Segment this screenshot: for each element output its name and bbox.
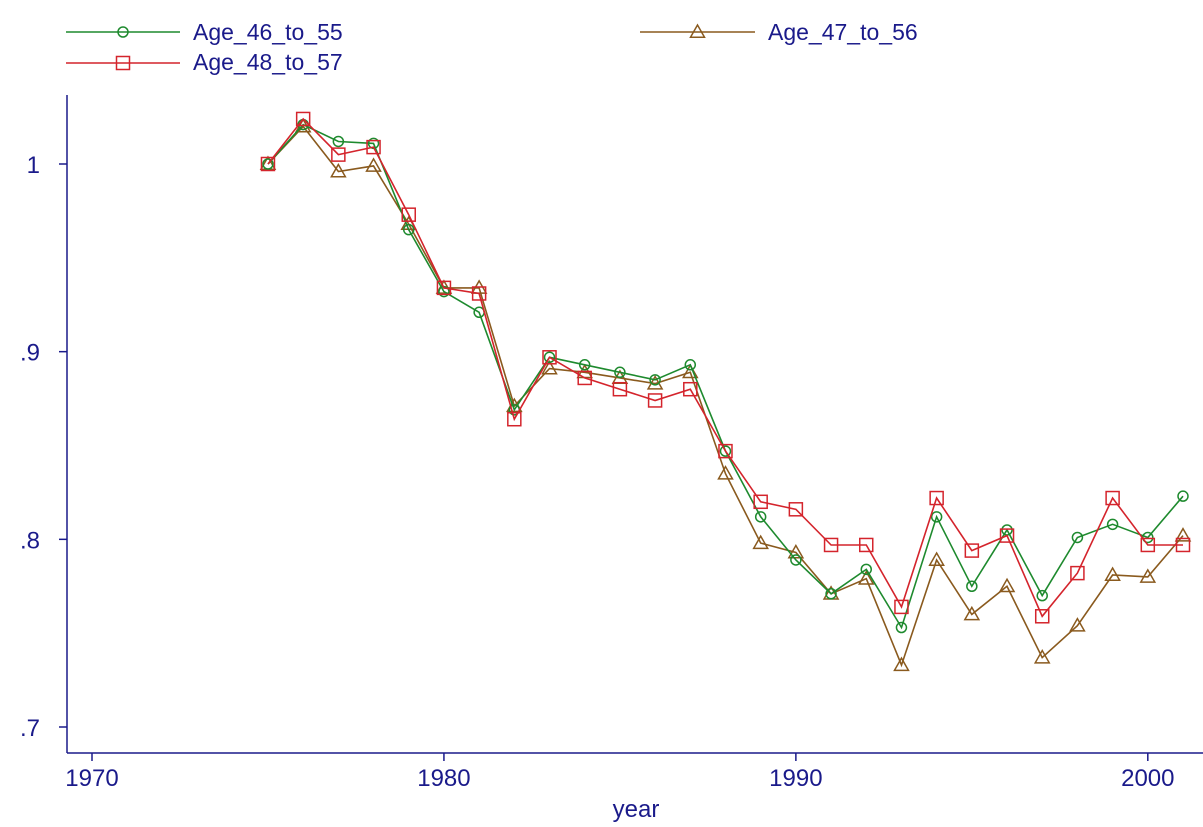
data-point bbox=[578, 359, 591, 371]
plot-area bbox=[259, 111, 1192, 672]
data-point bbox=[401, 207, 416, 222]
data-point bbox=[330, 162, 347, 178]
data-point bbox=[895, 621, 908, 634]
data-point bbox=[963, 605, 981, 621]
data-point bbox=[717, 465, 734, 480]
series-Age_48_to_57 bbox=[260, 111, 1191, 624]
data-point bbox=[788, 502, 804, 517]
data-point bbox=[647, 393, 663, 408]
series-line bbox=[267, 117, 1183, 618]
data-point bbox=[787, 543, 805, 559]
data-point bbox=[402, 223, 415, 236]
data-point bbox=[1104, 566, 1121, 581]
data-point bbox=[1175, 537, 1191, 553]
data-point bbox=[718, 443, 733, 459]
data-point bbox=[507, 411, 522, 427]
data-point bbox=[929, 490, 944, 506]
data-point bbox=[612, 381, 628, 397]
data-point bbox=[262, 158, 274, 170]
x-axis-title: year bbox=[613, 796, 660, 823]
series-Age_47_to_56 bbox=[259, 117, 1192, 672]
data-point bbox=[790, 554, 802, 566]
series-line bbox=[267, 125, 1184, 668]
data-point bbox=[1034, 609, 1050, 624]
data-point bbox=[754, 511, 767, 523]
axes: .7 .8 .9 1 1970 1980 1990 2000 bbox=[20, 95, 1203, 792]
data-point bbox=[295, 111, 311, 127]
data-point bbox=[684, 359, 697, 371]
data-point bbox=[1140, 537, 1156, 553]
data-point bbox=[1070, 565, 1085, 581]
series-Age_46_to_55 bbox=[262, 118, 1189, 634]
legend-item: Age_47_to_56 bbox=[640, 19, 918, 45]
series-line bbox=[267, 123, 1184, 630]
data-point bbox=[894, 599, 909, 615]
data-point bbox=[823, 537, 839, 553]
legend-item: Age_46_to_55 bbox=[66, 19, 343, 45]
data-point bbox=[1139, 568, 1157, 583]
x-tick-label: 1970 bbox=[65, 765, 118, 792]
legend: Age_46_to_55 Age_47_to_56 Age_48_to_57 bbox=[66, 19, 918, 75]
legend-label: Age_46_to_55 bbox=[193, 19, 343, 45]
data-point bbox=[332, 135, 345, 148]
data-point bbox=[860, 563, 873, 576]
data-point bbox=[331, 147, 346, 162]
data-point bbox=[1106, 518, 1119, 531]
y-tick-label: .9 bbox=[20, 340, 40, 367]
data-point bbox=[471, 286, 487, 301]
data-point bbox=[964, 543, 980, 558]
x-tick-label: 1990 bbox=[769, 765, 822, 792]
y-tick-label: .8 bbox=[20, 527, 40, 554]
data-point bbox=[999, 528, 1015, 543]
data-point bbox=[542, 350, 557, 365]
data-point bbox=[859, 537, 874, 553]
data-point bbox=[1033, 649, 1051, 664]
data-point bbox=[366, 139, 381, 155]
legend-marker bbox=[689, 23, 706, 38]
x-tick-label: 2000 bbox=[1121, 765, 1174, 792]
data-point bbox=[930, 511, 943, 523]
data-point bbox=[541, 360, 558, 375]
data-point bbox=[1177, 490, 1189, 502]
legend-item: Age_48_to_57 bbox=[66, 49, 343, 75]
legend-label: Age_48_to_57 bbox=[193, 49, 343, 75]
data-point bbox=[928, 551, 945, 566]
y-tick-label: .7 bbox=[20, 715, 40, 742]
legend-marker bbox=[115, 55, 131, 71]
data-point bbox=[365, 157, 382, 172]
data-point bbox=[436, 280, 452, 296]
data-point bbox=[1069, 617, 1086, 632]
data-point bbox=[1036, 589, 1048, 602]
data-point bbox=[753, 494, 768, 510]
data-point bbox=[857, 570, 875, 585]
data-point bbox=[649, 374, 661, 386]
data-point bbox=[614, 366, 626, 379]
data-point bbox=[1174, 527, 1192, 542]
legend-marker bbox=[117, 26, 129, 38]
legend-label: Age_47_to_56 bbox=[768, 19, 918, 45]
data-point bbox=[1105, 490, 1120, 506]
data-point bbox=[893, 656, 910, 672]
data-point bbox=[719, 445, 732, 457]
data-point bbox=[543, 351, 556, 364]
data-point bbox=[825, 588, 837, 600]
data-point bbox=[260, 156, 276, 172]
data-point bbox=[683, 381, 698, 397]
y-tick-label: 1 bbox=[27, 152, 40, 179]
x-tick-label: 1980 bbox=[417, 765, 470, 792]
data-point bbox=[752, 534, 769, 550]
data-point bbox=[966, 580, 978, 592]
data-point bbox=[1071, 531, 1084, 544]
data-point bbox=[577, 370, 592, 386]
data-point bbox=[998, 577, 1016, 593]
